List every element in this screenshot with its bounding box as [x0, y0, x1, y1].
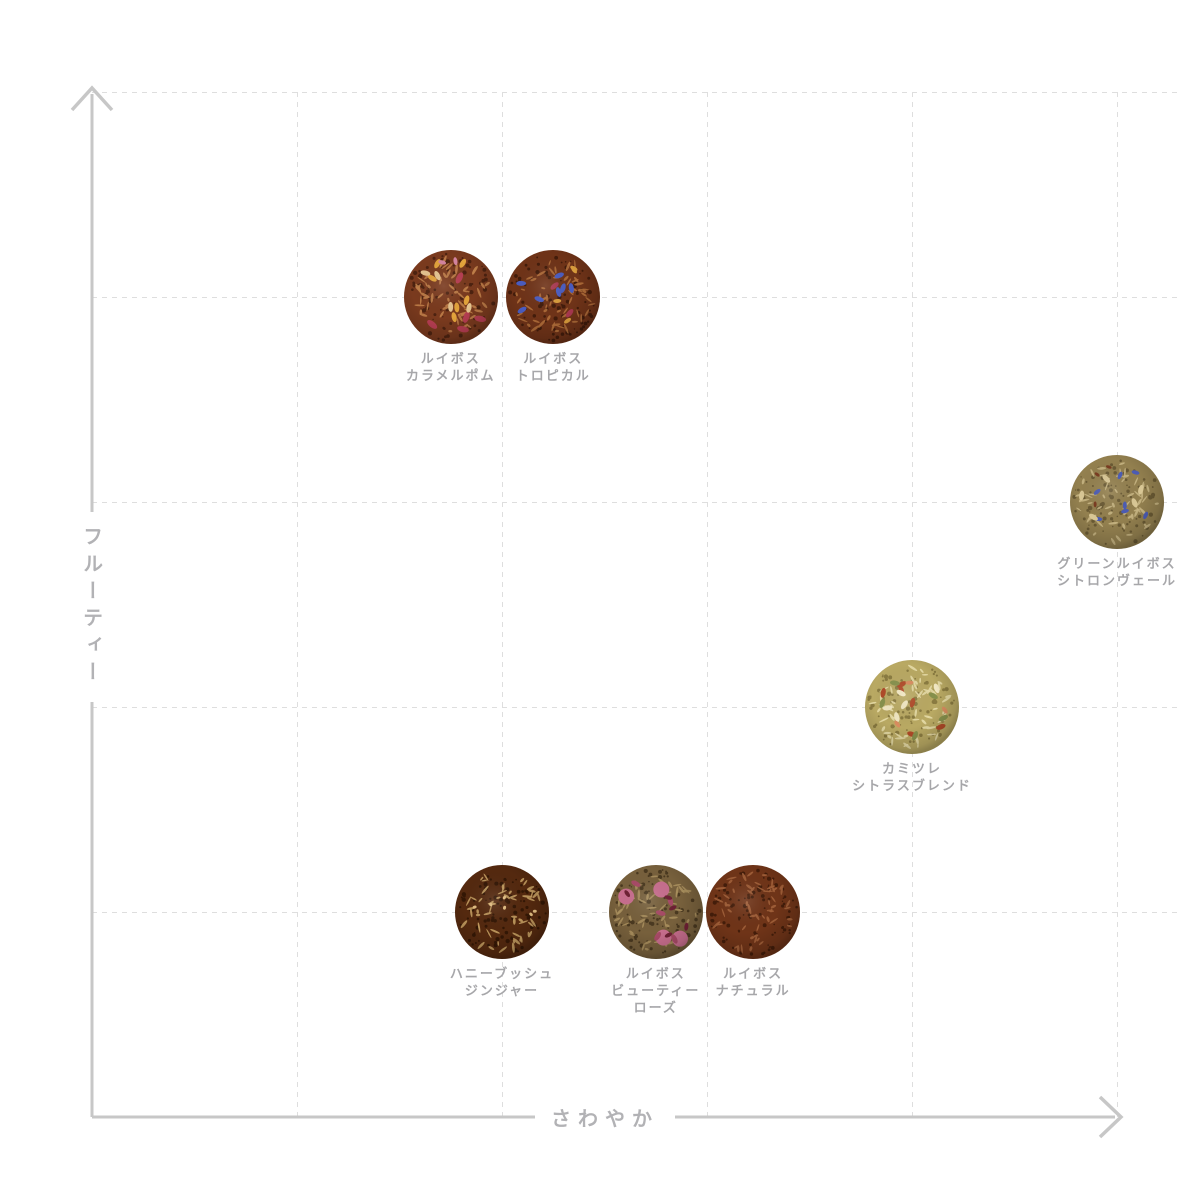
- gridline-horizontal: [92, 297, 1182, 298]
- tea-point-rooibos-beauty-rose[interactable]: ルイボスビューティー ローズ: [561, 864, 751, 1017]
- tea-point-rooibos-caramel-pomme[interactable]: ルイボスカラメルポム: [356, 249, 546, 385]
- tea-label-line: トロピカル: [515, 369, 591, 384]
- tea-point-rooibos-tropical[interactable]: ルイボス トロピカル: [458, 249, 648, 385]
- gridline-vertical: [912, 92, 913, 1117]
- gridline-horizontal: [92, 707, 1182, 708]
- tea-label: ルイボス トロピカル: [516, 351, 591, 385]
- tea-label: ルイボスカラメルポム: [406, 351, 496, 385]
- tea-photo: [403, 250, 498, 344]
- x-axis-label: さわやか: [535, 1100, 675, 1134]
- gridline-horizontal: [92, 92, 1182, 93]
- y-axis-label: フルーティー: [75, 512, 109, 702]
- tea-photo: [455, 865, 549, 959]
- tea-label-line: シトロンヴェール: [1056, 574, 1177, 589]
- tea-photo: [865, 660, 959, 754]
- gridline-vertical: [707, 92, 708, 1117]
- gridline-vertical: [297, 92, 298, 1117]
- tea-label-line: ビューティー: [611, 984, 701, 999]
- tea-label-line: カラメルポム: [405, 369, 496, 384]
- tea-label-line: ルイボス: [523, 352, 584, 367]
- tea-label-line: ルイボス: [420, 352, 481, 367]
- tea-label-line: カミツレ: [881, 762, 942, 777]
- tea-label: カミツレシトラスブレンド: [852, 761, 972, 795]
- tea-photo: [706, 865, 801, 959]
- tea-point-green-rooibos-citron-vert[interactable]: グリーンルイボス シトロンヴェール: [1022, 454, 1200, 590]
- tea-label: グリーンルイボス シトロンヴェール: [1057, 556, 1177, 590]
- tea-label-line: ハニーブッシュ: [449, 967, 555, 982]
- tea-photo: [608, 865, 703, 959]
- tea-label: ルイボス ナチュラル: [716, 966, 791, 1000]
- tea-label-line: ルイボス: [625, 967, 686, 982]
- tea-point-honeybush-ginger[interactable]: ハニーブッシュ ジンジャー: [407, 864, 597, 1000]
- tea-label: ルイボスビューティー ローズ: [611, 966, 700, 1017]
- tea-label-line: ルイボス: [723, 967, 784, 982]
- gridline-vertical: [1117, 92, 1118, 1117]
- tea-point-chamomile-citrus-blend[interactable]: カミツレシトラスブレンド: [817, 659, 1007, 795]
- tea-photo: [506, 250, 601, 344]
- tea-label-line: ナチュラル: [715, 984, 791, 999]
- tea-label: ハニーブッシュ ジンジャー: [450, 966, 554, 1000]
- tea-label-line: ジンジャー: [464, 984, 540, 999]
- tea-label-line: シトラスブレンド: [852, 779, 972, 794]
- tea-label-line: ローズ: [633, 1001, 678, 1016]
- tea-photo: [1070, 455, 1164, 549]
- tea-point-rooibos-natural[interactable]: ルイボス ナチュラル: [658, 864, 848, 1000]
- tea-label-line: グリーンルイボス: [1057, 557, 1177, 572]
- gridline-horizontal: [92, 502, 1182, 503]
- gridline-vertical: [502, 92, 503, 1117]
